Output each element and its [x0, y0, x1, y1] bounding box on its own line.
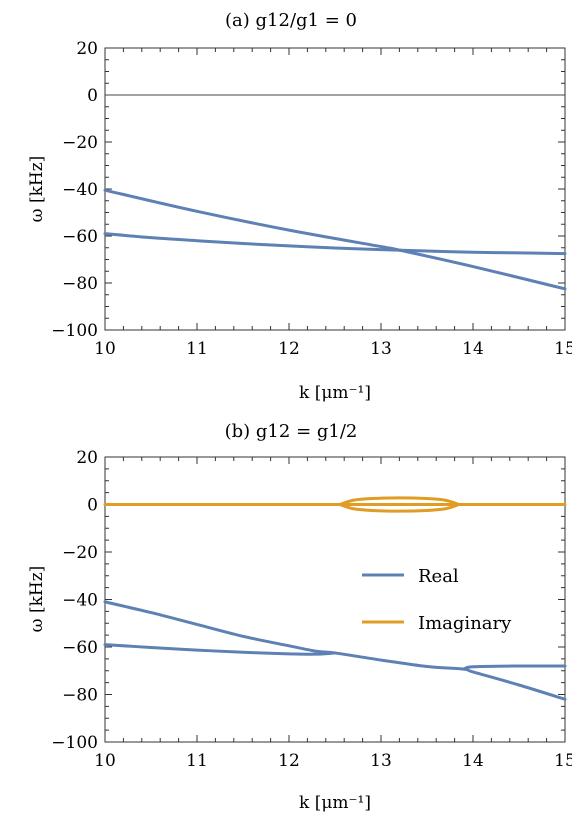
panel-a: (a) g12/g1 = 0 10 11 12 13 14 15 20 0 −20 −40 −60 −…: [27, 10, 572, 403]
y-tick-label: −60: [62, 227, 98, 247]
y-tick-label: 20: [76, 448, 98, 468]
y-tick-label: −100: [51, 733, 98, 753]
panel-b-y-axis-label: ω [kHz]: [27, 566, 47, 633]
x-tick-label: 15: [554, 751, 572, 771]
legend-label-imaginary: Imaginary: [418, 613, 512, 634]
panel-a-x-axis-label: k [μm⁻¹]: [299, 383, 371, 403]
y-tick-label: −80: [62, 274, 98, 294]
y-tick-label: −20: [62, 133, 98, 153]
panel-a-series: [103, 188, 567, 291]
y-tick-label: −80: [62, 686, 98, 706]
panel-b-frame: [104, 456, 566, 743]
x-tick-label: 10: [94, 751, 116, 771]
panel-a-ticks: 10 11 12 13 14 15 20 0 −20 −40 −60 −80 −100: [51, 39, 572, 359]
y-tick-label: −60: [62, 638, 98, 658]
y-tick-label: −100: [51, 321, 98, 341]
panel-a-series-0-line: [103, 188, 567, 291]
panel-b-series: [103, 496, 567, 701]
panel-b-ticks: 10 11 12 13 14 15 20 0 −20 −40 −60 −80 −100: [51, 448, 572, 771]
panel-b-series-2-line: [462, 664, 567, 671]
x-tick-label: 14: [462, 751, 484, 771]
panel-a-title: (a) g12/g1 = 0: [225, 10, 357, 31]
panel-a-y-axis-label: ω [kHz]: [27, 156, 47, 223]
y-tick-label: −40: [62, 591, 98, 611]
y-tick-label: −20: [62, 543, 98, 563]
y-tick-label: −40: [62, 180, 98, 200]
legend: Real Imaginary: [362, 566, 512, 634]
panel-a-frame: [104, 47, 566, 331]
x-tick-label: 15: [554, 339, 572, 359]
x-tick-label: 11: [186, 751, 208, 771]
panel-b-series-4-line: [338, 496, 461, 506]
x-tick-label: 12: [278, 339, 300, 359]
panel-a-series-1-line: [103, 232, 567, 256]
legend-label-real: Real: [418, 566, 459, 587]
panel-b-series-1-line: [103, 643, 337, 656]
x-tick-label: 11: [186, 339, 208, 359]
x-tick-label: 14: [462, 339, 484, 359]
x-tick-label: 13: [370, 751, 392, 771]
panel-b-series-5-line: [338, 503, 461, 513]
y-tick-label: 20: [76, 39, 98, 59]
x-tick-label: 13: [370, 339, 392, 359]
y-tick-label: 0: [87, 496, 98, 516]
x-tick-label: 10: [94, 339, 116, 359]
y-tick-label: 0: [87, 86, 98, 106]
x-tick-label: 12: [278, 751, 300, 771]
panel-b-title: (b) g12 = g1/2: [225, 421, 358, 442]
panel-b: (b) g12 = g1/2 10 11 12 13 14 15 20 0 −20 −40 −60 −…: [27, 421, 572, 813]
panel-b-x-axis-label: k [μm⁻¹]: [299, 793, 371, 813]
